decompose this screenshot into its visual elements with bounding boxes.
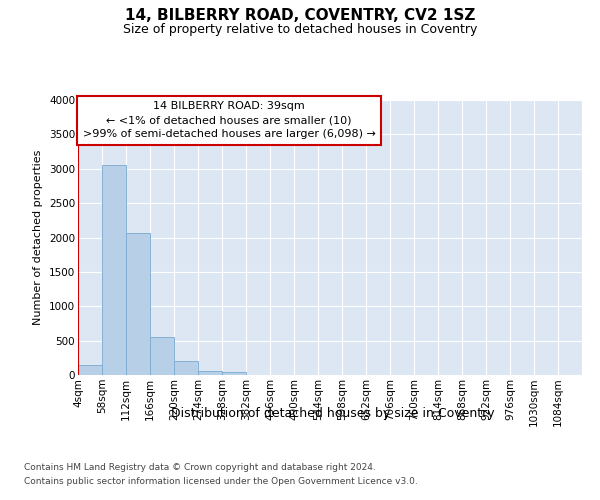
Bar	[150, 336, 174, 375]
Text: Contains HM Land Registry data © Crown copyright and database right 2024.: Contains HM Land Registry data © Crown c…	[24, 464, 376, 472]
Y-axis label: Number of detached properties: Number of detached properties	[34, 150, 43, 325]
Bar	[102, 164, 126, 375]
Bar	[222, 372, 246, 375]
Text: 14 BILBERRY ROAD: 39sqm
← <1% of detached houses are smaller (10)
>99% of semi-d: 14 BILBERRY ROAD: 39sqm ← <1% of detache…	[83, 102, 376, 140]
Text: Contains public sector information licensed under the Open Government Licence v3: Contains public sector information licen…	[24, 477, 418, 486]
Text: 14, BILBERRY ROAD, COVENTRY, CV2 1SZ: 14, BILBERRY ROAD, COVENTRY, CV2 1SZ	[125, 8, 475, 22]
Bar	[78, 366, 102, 375]
Bar	[174, 360, 198, 375]
Text: Distribution of detached houses by size in Coventry: Distribution of detached houses by size …	[171, 408, 495, 420]
Bar	[198, 370, 222, 375]
Text: Size of property relative to detached houses in Coventry: Size of property relative to detached ho…	[123, 22, 477, 36]
Bar	[126, 234, 150, 375]
